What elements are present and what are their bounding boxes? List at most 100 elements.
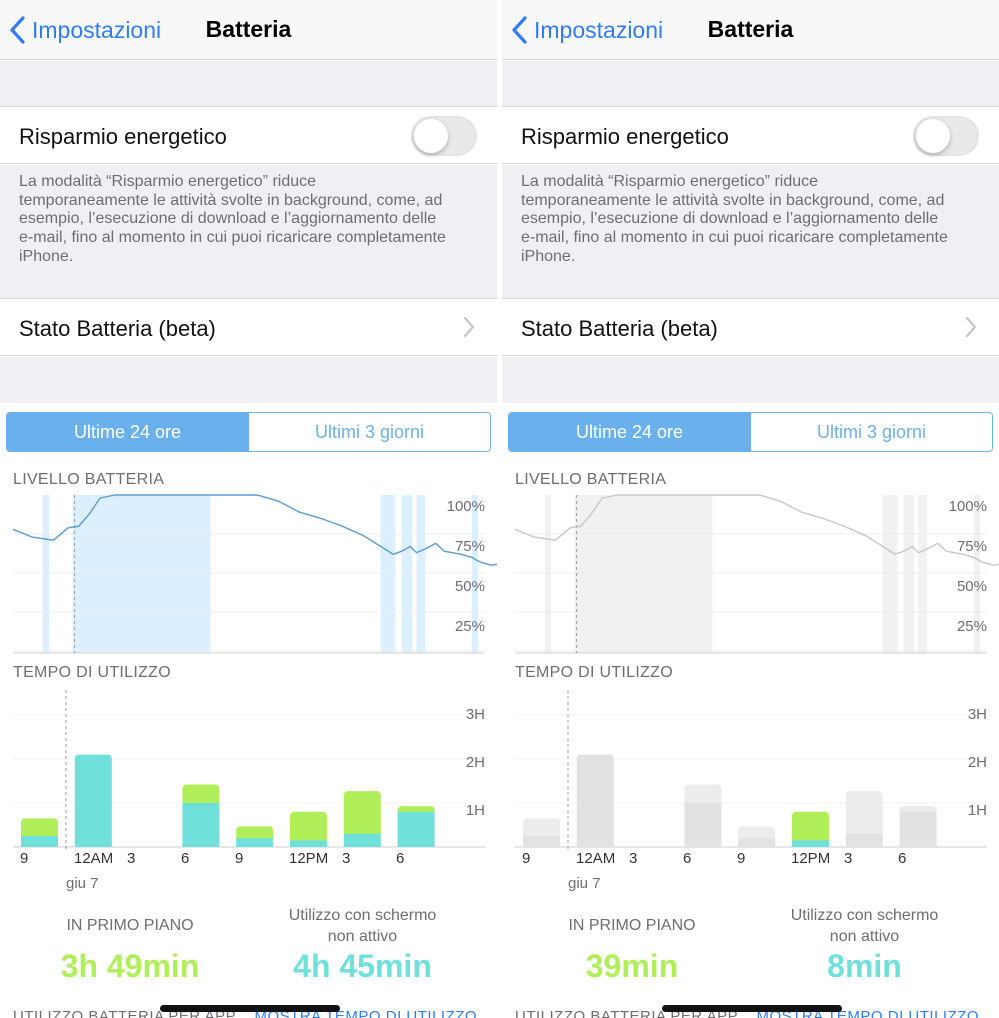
battery-usage-by-app-header: UTILIZZO BATTERIA PER APP MOSTRA TEMPO D… xyxy=(515,1008,979,1018)
y-tick-label: 75% xyxy=(454,538,485,555)
charging-band xyxy=(42,495,50,653)
back-button-label: Impostazioni xyxy=(534,16,664,43)
usage-time-chart xyxy=(515,690,987,850)
panel-divider xyxy=(497,0,502,1018)
home-indicator xyxy=(160,1005,340,1012)
bar-background xyxy=(182,803,220,847)
battery-level-chart xyxy=(12,494,497,654)
segment-last-3-days[interactable]: Ultimi 3 giorni xyxy=(750,413,992,451)
battery-usage-by-app-header: UTILIZZO BATTERIA PER APP MOSTRA TEMPO D… xyxy=(13,1008,477,1018)
show-usage-time-link[interactable]: MOSTRA TEMPO DI UTILIZZO xyxy=(756,1008,980,1018)
time-range-segmented-control: Ultime 24 ore Ultimi 3 giorni xyxy=(6,412,491,452)
back-button[interactable]: Impostazioni xyxy=(8,14,161,46)
charging-band xyxy=(380,495,396,653)
description-line: La modalità “Risparmio energetico” riduc… xyxy=(521,173,819,190)
battery-health-row[interactable]: Stato Batteria (beta) xyxy=(0,298,497,356)
charging-band xyxy=(72,495,211,653)
y-tick-label: 3H xyxy=(465,706,485,723)
foreground-value: 3h 49min xyxy=(60,948,200,984)
date-label: giu 7 xyxy=(66,875,99,892)
page-title: Batteria xyxy=(707,16,794,42)
description-line: temporaneamente le attività svolte in ba… xyxy=(19,191,443,209)
toggle-knob xyxy=(414,119,448,153)
bar-foreground xyxy=(845,791,883,838)
bar-background xyxy=(397,811,435,847)
battery-level-line xyxy=(514,494,999,566)
x-tick-label: 9 xyxy=(737,850,746,867)
y-tick-label: 75% xyxy=(956,538,987,555)
description-line: La modalità “Risparmio energetico” riduc… xyxy=(19,173,317,190)
charging-band xyxy=(574,495,713,653)
x-tick-label: 12PM xyxy=(289,850,329,867)
bar-background xyxy=(738,838,776,847)
bar-foreground xyxy=(792,811,829,845)
description-line: esempio, l’esecuzione di download e l’ag… xyxy=(521,210,939,228)
x-tick-label: 12PM xyxy=(791,850,831,867)
usage-by-app-label: UTILIZZO BATTERIA PER APP xyxy=(515,1008,738,1018)
y-tick-label: 100% xyxy=(948,498,987,515)
section-spacer xyxy=(502,61,999,106)
home-indicator xyxy=(662,1005,842,1012)
y-tick-label: 100% xyxy=(446,498,485,515)
background-label-line: non attivo xyxy=(327,928,398,945)
x-tick-label: 12AM xyxy=(576,850,616,867)
bar-background xyxy=(684,803,722,847)
bar-background-base xyxy=(576,841,614,847)
bar-background-base xyxy=(74,841,112,847)
navigation-bar: Impostazioni Batteria xyxy=(502,0,999,60)
bar-background xyxy=(21,836,58,847)
section-spacer xyxy=(0,61,497,106)
battery-level-chart xyxy=(514,494,999,654)
charging-band xyxy=(401,495,413,653)
x-tick-label: 9 xyxy=(235,850,244,867)
bar-foreground xyxy=(182,784,220,807)
segment-last-3-days[interactable]: Ultimi 3 giorni xyxy=(248,413,490,451)
show-usage-time-link[interactable]: MOSTRA TEMPO DI UTILIZZO xyxy=(254,1008,478,1018)
description-area xyxy=(0,165,497,298)
battery-health-label: Stato Batteria (beta) xyxy=(521,316,718,341)
x-tick-label: 3 xyxy=(844,850,853,867)
low-power-description: La modalità “Risparmio energetico” riduc… xyxy=(19,173,484,267)
charging-band xyxy=(918,495,928,653)
charging-band xyxy=(973,495,981,653)
background-value: 8min xyxy=(827,948,902,984)
back-button[interactable]: Impostazioni xyxy=(510,14,663,46)
section-spacer xyxy=(502,357,999,403)
x-tick-label: 9 xyxy=(20,850,29,867)
panel-left: Impostazioni Batteria Risparmio energeti… xyxy=(0,0,497,1018)
bar-background xyxy=(290,840,327,847)
y-tick-label: 25% xyxy=(956,618,987,635)
low-power-toggle[interactable] xyxy=(913,116,979,156)
low-power-row: Risparmio energetico xyxy=(0,106,497,164)
usage-time-heading: TEMPO DI UTILIZZO xyxy=(13,664,171,681)
segment-last-24-hours[interactable]: Ultime 24 ore xyxy=(7,413,248,451)
date-label: giu 7 xyxy=(568,875,601,892)
bar-background xyxy=(899,811,937,847)
description-line: temporaneamente le attività svolte in ba… xyxy=(521,191,945,209)
bar-background xyxy=(523,836,560,847)
foreground-label: IN PRIMO PIANO xyxy=(66,917,194,934)
segment-last-24-hours[interactable]: Ultime 24 ore xyxy=(509,413,750,451)
y-tick-label: 25% xyxy=(454,618,485,635)
foreground-value: 39min xyxy=(585,948,679,984)
toggle-knob xyxy=(916,119,950,153)
usage-by-app-label: UTILIZZO BATTERIA PER APP xyxy=(13,1008,236,1018)
battery-health-row[interactable]: Stato Batteria (beta) xyxy=(502,298,999,356)
y-tick-label: 3H xyxy=(967,706,987,723)
low-power-toggle[interactable] xyxy=(411,116,477,156)
usage-time-chart xyxy=(13,690,485,850)
low-power-label: Risparmio energetico xyxy=(521,124,729,149)
x-tick-label: 9 xyxy=(522,850,531,867)
x-tick-label: 6 xyxy=(181,850,190,867)
charging-band xyxy=(471,495,479,653)
chevron-left-icon xyxy=(512,16,527,44)
description-line: iPhone. xyxy=(19,247,74,265)
low-power-label: Risparmio energetico xyxy=(19,124,227,149)
bar-foreground xyxy=(343,791,381,838)
back-button-label: Impostazioni xyxy=(32,16,162,43)
chevron-right-icon xyxy=(463,316,475,338)
bar-foreground xyxy=(21,818,58,840)
foreground-label: IN PRIMO PIANO xyxy=(568,917,696,934)
y-tick-label: 50% xyxy=(454,578,485,595)
section-spacer xyxy=(0,357,497,403)
